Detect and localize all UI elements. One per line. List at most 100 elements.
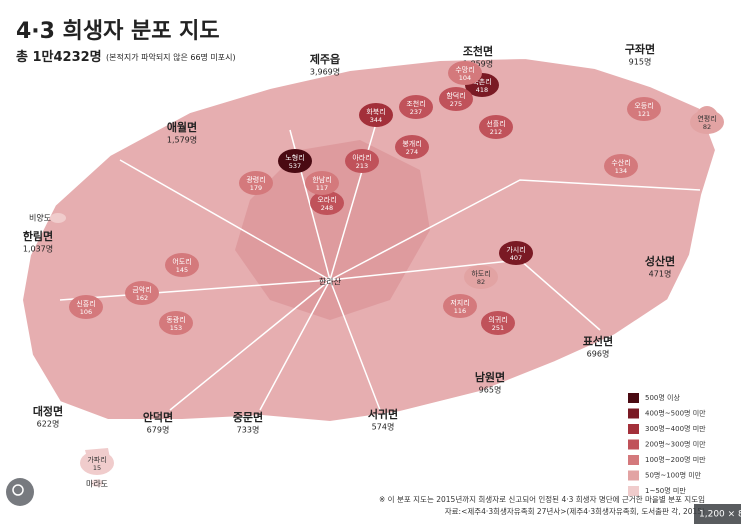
- village-area: [278, 149, 312, 173]
- islet: [50, 213, 66, 223]
- district-count: 696명: [587, 349, 610, 359]
- village-name: 아라리: [352, 153, 371, 162]
- village-area: [395, 135, 429, 159]
- legend-swatch: [628, 455, 639, 465]
- size-badge: 1,200 × 8: [699, 510, 741, 520]
- village-name: 금악리: [132, 285, 151, 294]
- village-count: 116: [454, 307, 466, 315]
- village-name: 오등리: [634, 101, 653, 110]
- legend-swatch: [628, 393, 639, 403]
- district-count: 733명: [237, 425, 260, 435]
- district-name: 서귀면: [368, 407, 398, 421]
- village-name: 저지리: [450, 298, 469, 307]
- place-name: 비양도: [29, 214, 51, 223]
- village-name: 함덕리: [446, 91, 465, 100]
- village-count: 237: [410, 108, 422, 116]
- village-labels: 노형리537북촌리418가시리407화북리344함덕리275봉개리274의귀리2…: [69, 61, 724, 475]
- lens-icon: [12, 484, 24, 496]
- lens-button[interactable]: [6, 478, 34, 506]
- islet: [91, 479, 103, 487]
- legend-swatch: [628, 408, 639, 419]
- village-count: 117: [316, 184, 328, 192]
- village-area: [69, 295, 103, 319]
- village-count: 15: [93, 464, 101, 472]
- source: 자료:<제주4·3희생자유족회 27년사>(제주4·3희생자유족회, 도서출판 …: [445, 506, 705, 516]
- village-area: [481, 311, 515, 335]
- place-name: 마라도: [86, 480, 108, 489]
- village-count: 418: [476, 86, 488, 94]
- village-area: [359, 103, 393, 127]
- legend-label: 200명~300명 미만: [645, 440, 706, 449]
- subtitle-note: (본적지가 파악되지 않은 66명 미포시): [106, 52, 236, 62]
- legend-swatch: [628, 486, 639, 496]
- village-name: 수산리: [611, 158, 630, 167]
- village-count: 82: [477, 278, 485, 286]
- village-count: 248: [321, 204, 333, 212]
- legend-label: 100명~200명 미만: [645, 455, 706, 464]
- district-name: 안덕면: [143, 410, 173, 424]
- district-name: 한림면: [23, 229, 53, 243]
- village-area: [310, 191, 344, 215]
- legend-swatch: [628, 424, 639, 434]
- village-count: 212: [490, 128, 502, 136]
- village-count: 145: [176, 266, 188, 274]
- district-count: 915명: [629, 57, 652, 67]
- district-name: 구좌면: [625, 42, 655, 56]
- district-count: 622명: [37, 419, 60, 429]
- village-area: [604, 154, 638, 178]
- village-name: 연평리: [697, 114, 716, 123]
- village-area: [239, 171, 273, 195]
- village-count: 153: [170, 324, 182, 332]
- legend-swatch: [628, 439, 639, 450]
- village-count: 162: [136, 294, 148, 302]
- village-name: 오라리: [317, 195, 336, 204]
- village-area: [80, 451, 114, 475]
- village-area: [627, 97, 661, 121]
- village-count: 82: [703, 123, 711, 131]
- district-name: 애월면: [167, 120, 197, 134]
- village-name: 선흘리: [486, 119, 505, 128]
- district-count: 574명: [372, 422, 395, 432]
- village-name: 화북리: [366, 107, 385, 116]
- village-count: 134: [615, 167, 627, 175]
- district-count: 1,859명: [463, 59, 493, 69]
- village-name: 광령리: [246, 175, 265, 184]
- village-count: 275: [450, 100, 462, 108]
- village-area: [690, 110, 724, 134]
- village-area: [499, 241, 533, 265]
- legend-label: 1~50명 미만: [645, 486, 686, 495]
- village-name: 봉개리: [402, 139, 421, 148]
- village-name: 어도리: [172, 257, 191, 266]
- district-name: 조천면: [463, 44, 493, 58]
- district-name: 제주읍: [310, 52, 340, 66]
- village-area: [448, 61, 482, 85]
- village-name: 북촌리: [472, 77, 491, 86]
- village-name: 한남리: [312, 175, 331, 184]
- village-area: [305, 171, 339, 195]
- village-count: 274: [406, 148, 418, 156]
- village-name: 신흥리: [76, 299, 95, 308]
- village-count: 106: [80, 308, 92, 316]
- village-name: 동광리: [166, 315, 185, 324]
- legend-swatch: [628, 470, 639, 481]
- village-area: [443, 294, 477, 318]
- village-area: [345, 149, 379, 173]
- village-name: 조천리: [406, 99, 425, 108]
- village-area: [399, 95, 433, 119]
- village-name: 노형리: [285, 153, 304, 162]
- district-count: 1,037명: [23, 244, 53, 254]
- village-count: 104: [459, 74, 471, 82]
- village-name: 하도리: [471, 269, 490, 278]
- district-count: 965명: [479, 385, 502, 395]
- legend-label: 50명~100명 미만: [645, 471, 702, 480]
- legend-label: 500명 이상: [645, 393, 680, 402]
- district-count: 1,579명: [167, 135, 197, 145]
- village-name: 가시리: [506, 245, 525, 254]
- district-name: 남원면: [475, 370, 505, 384]
- village-area: [165, 253, 199, 277]
- title: 4·3 희생자 분포 지도: [16, 19, 220, 44]
- village-count: 537: [289, 162, 301, 170]
- district-name: 중문면: [233, 410, 263, 424]
